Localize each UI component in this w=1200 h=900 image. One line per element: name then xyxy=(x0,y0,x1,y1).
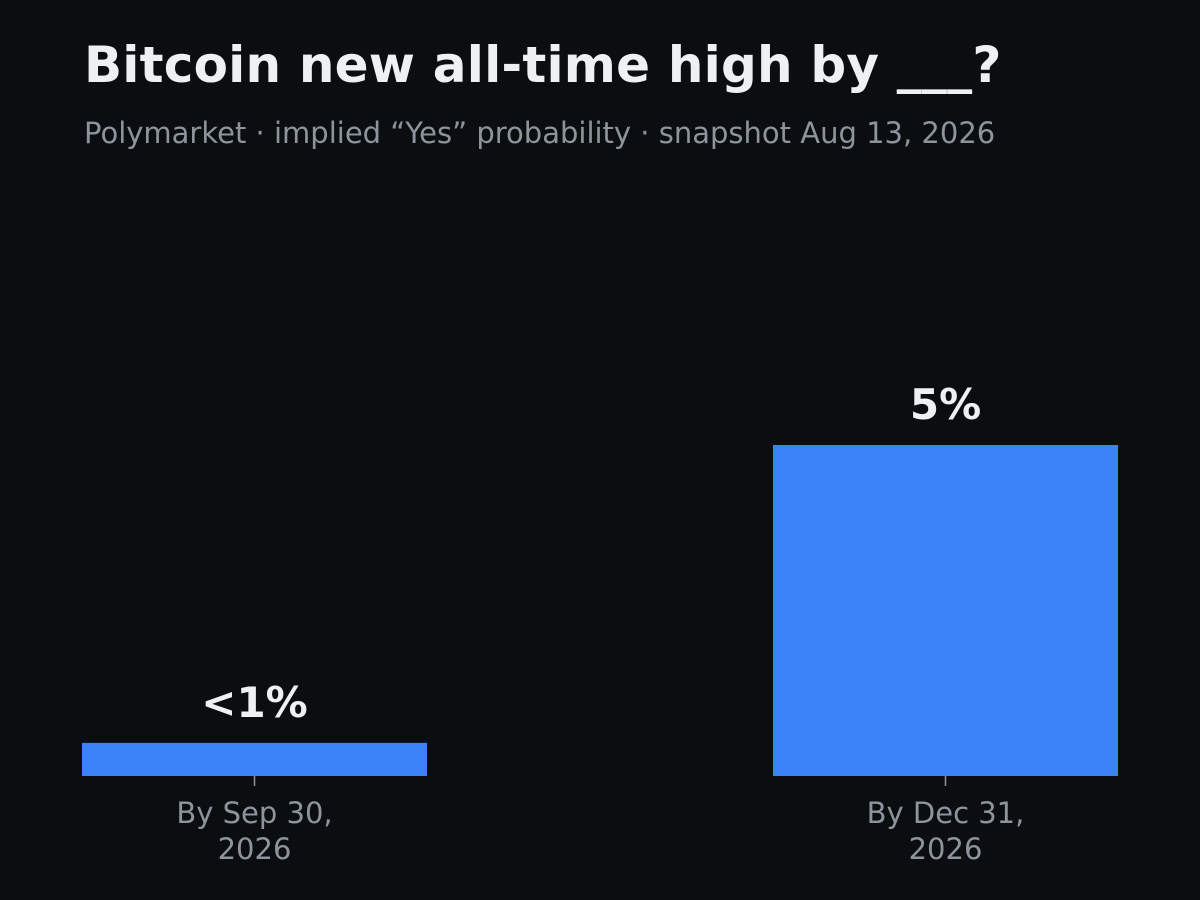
x-tick-label-2: By Dec 31, 2026 xyxy=(867,796,1025,866)
chart-subtitle: Polymarket · implied “Yes” probability ·… xyxy=(84,116,996,150)
x-tick-label-1: By Sep 30, 2026 xyxy=(176,796,332,866)
data-label-2: 5% xyxy=(910,380,981,429)
bar-1 xyxy=(82,742,427,776)
x-tick-label-line: By Sep 30, xyxy=(176,796,332,830)
chart-title: Bitcoin new all-time high by ___? xyxy=(84,36,1002,94)
x-tick-label-line: 2026 xyxy=(909,832,983,866)
x-tick-label-line: 2026 xyxy=(218,832,292,866)
data-label-1: <1% xyxy=(201,678,308,727)
bar-2 xyxy=(773,445,1118,776)
x-tick-label-line: By Dec 31, xyxy=(867,796,1025,830)
